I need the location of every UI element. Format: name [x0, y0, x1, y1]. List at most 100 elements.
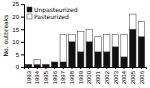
- legend-swatch: [27, 7, 32, 12]
- tick-label: 0: [16, 64, 20, 70]
- tick-label: 20: [12, 14, 19, 20]
- axis-line: [25, 68, 147, 70]
- bar: [77, 32, 84, 52]
- bar: [60, 62, 67, 67]
- tick: 1996: [52, 67, 58, 84]
- tick: 2003: [112, 67, 118, 84]
- bar: [103, 52, 110, 67]
- bar: [112, 47, 119, 67]
- tick: 5: [16, 52, 24, 58]
- tick-mark: [37, 67, 38, 69]
- bar: [34, 59, 41, 64]
- tick-label: 2004: [121, 70, 127, 84]
- plot: 0510152025199319941995199619971998199920…: [12, 1, 146, 84]
- tick: 0: [16, 64, 24, 70]
- tick-mark: [21, 4, 24, 5]
- bar: [60, 34, 67, 62]
- legend-label: Pasteurized: [34, 13, 69, 20]
- tick-label: 1997: [60, 70, 66, 84]
- bar: [25, 64, 32, 65]
- tick: 1999: [78, 67, 84, 84]
- bar: [25, 64, 32, 67]
- y-axis: 0 5 10 15 20 25: [12, 1, 24, 70]
- bar: [138, 37, 145, 67]
- tick-mark: [98, 67, 99, 69]
- tick-label: 2002: [104, 70, 110, 84]
- tick: 15: [12, 27, 24, 33]
- tick-mark: [21, 17, 24, 18]
- bar: [130, 29, 137, 67]
- chart: 0510152025199319941995199619971998199920…: [0, 0, 150, 88]
- tick-label: 1999: [78, 70, 84, 84]
- tick-label: 2006: [139, 70, 145, 84]
- tick-mark: [80, 67, 81, 69]
- legend: UnpasteurizedPasteurized: [27, 6, 78, 20]
- tick: 1997: [60, 67, 66, 84]
- y-axis-title: No. outbreaks: [2, 15, 9, 57]
- axis-line: [21, 5, 25, 68]
- bar: [121, 57, 128, 67]
- tick: 2002: [104, 67, 110, 84]
- tick-label: 2000: [86, 70, 92, 84]
- tick-label: 1998: [69, 70, 75, 84]
- tick: 25: [12, 1, 24, 7]
- legend-swatch: [27, 14, 32, 19]
- tick-label: 1993: [26, 70, 32, 84]
- tick-mark: [132, 67, 133, 69]
- tick-mark: [28, 67, 29, 69]
- bar: [95, 52, 102, 67]
- bars: [25, 14, 144, 67]
- bar: [86, 42, 93, 67]
- tick-label: 10: [12, 39, 19, 45]
- tick-mark: [54, 67, 55, 69]
- tick-mark: [21, 67, 24, 68]
- tick-label: 5: [16, 52, 20, 58]
- tick: 1995: [43, 67, 49, 84]
- series: [34, 14, 145, 64]
- tick: 2006: [139, 67, 145, 84]
- bar: [138, 22, 145, 37]
- tick-mark: [45, 67, 46, 69]
- tick-label: 2001: [95, 70, 101, 84]
- bar: [43, 64, 50, 67]
- bar: [51, 62, 58, 67]
- tick-mark: [21, 54, 24, 55]
- bar: [34, 64, 41, 67]
- tick-label: 2005: [130, 70, 136, 84]
- series: [25, 29, 144, 67]
- bar: [69, 34, 76, 42]
- tick-mark: [21, 29, 24, 30]
- tick: 2005: [130, 67, 136, 84]
- tick-mark: [71, 67, 72, 69]
- tick: 1998: [69, 67, 75, 84]
- bar: [69, 42, 76, 67]
- tick-label: 1994: [34, 70, 40, 84]
- bar: [103, 34, 110, 52]
- tick-mark: [63, 67, 64, 69]
- bar: [130, 14, 137, 29]
- tick-label: 1995: [43, 70, 49, 84]
- tick-mark: [106, 67, 107, 69]
- tick-mark: [124, 67, 125, 69]
- tick: 2000: [86, 67, 92, 84]
- tick-label: 25: [12, 1, 19, 7]
- bar: [51, 61, 58, 62]
- tick-mark: [89, 67, 90, 69]
- bar: [112, 34, 119, 47]
- tick: 20: [12, 14, 24, 20]
- tick: 1993: [26, 67, 32, 84]
- tick: 2004: [121, 67, 127, 84]
- legend-item: Pasteurized: [27, 13, 69, 20]
- tick-mark: [115, 67, 116, 69]
- tick-mark: [141, 67, 142, 69]
- bar: [43, 64, 50, 65]
- tick: 10: [12, 39, 24, 45]
- tick: 1994: [34, 67, 40, 84]
- x-axis: 1993199419951996199719981999200020012002…: [25, 67, 147, 84]
- tick: 2001: [95, 67, 101, 84]
- bar: [86, 29, 93, 42]
- bar: [121, 34, 128, 57]
- tick-label: 2003: [112, 70, 118, 84]
- tick-mark: [21, 42, 24, 43]
- bar: [77, 52, 84, 67]
